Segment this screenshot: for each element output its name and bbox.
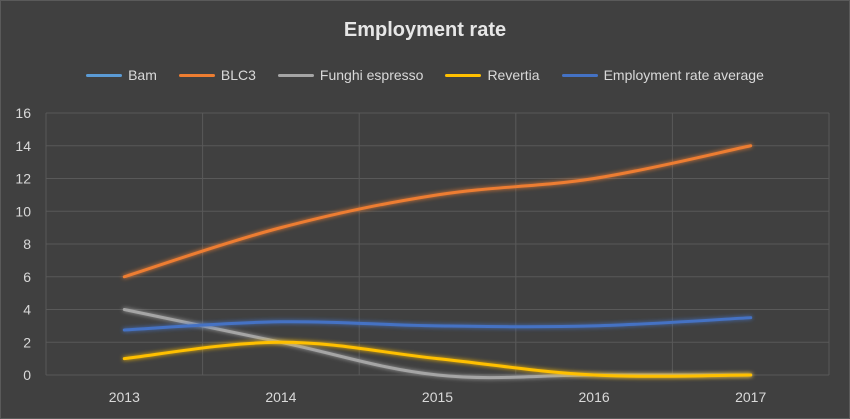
legend-swatch	[445, 73, 482, 77]
legend-swatch	[178, 73, 215, 77]
y-tick-label: 6	[23, 269, 31, 285]
legend-label: Funghi espresso	[319, 67, 424, 83]
x-tick-label: 2016	[579, 389, 610, 405]
legend-swatch	[561, 73, 598, 77]
x-tick-label: 2015	[422, 389, 453, 405]
y-tick-label: 4	[23, 302, 31, 318]
legend-item-blc3: BLC3	[178, 67, 256, 83]
y-tick-label: 16	[15, 105, 31, 121]
chart-title: Employment rate	[343, 19, 507, 41]
series-line-blc3	[122, 144, 753, 279]
legend-swatch	[86, 73, 123, 77]
y-tick-label: 14	[15, 138, 31, 154]
x-tick-label: 2014	[265, 389, 296, 405]
legend-label: Revertia	[487, 67, 540, 83]
x-tick-label: 2017	[735, 389, 766, 405]
series-line-funghi-espresso	[122, 308, 753, 380]
legend: Bam BLC3 Funghi espresso Revertia Employment…	[1, 67, 849, 83]
series-line-employment-rate-average	[122, 316, 753, 332]
legend-label: Bam	[128, 67, 157, 83]
y-tick-label: 2	[23, 334, 31, 350]
y-tick-label: 8	[23, 236, 31, 252]
x-tick-label: 2013	[109, 389, 140, 405]
y-tick-label: 0	[23, 367, 31, 383]
y-tick-label: 10	[15, 203, 31, 219]
legend-label: Employment rate average	[603, 67, 764, 83]
series-line-revertia	[122, 340, 753, 378]
y-tick-label: 12	[15, 171, 31, 187]
legend-item-employment-rate-average: Employment rate average	[561, 67, 764, 83]
legend-item-revertia: Revertia	[445, 67, 540, 83]
legend-swatch	[277, 73, 314, 77]
legend-item-bam: Bam	[86, 67, 157, 83]
legend-item-funghi-espresso: Funghi espresso	[277, 67, 424, 83]
legend-label: BLC3	[220, 67, 256, 83]
